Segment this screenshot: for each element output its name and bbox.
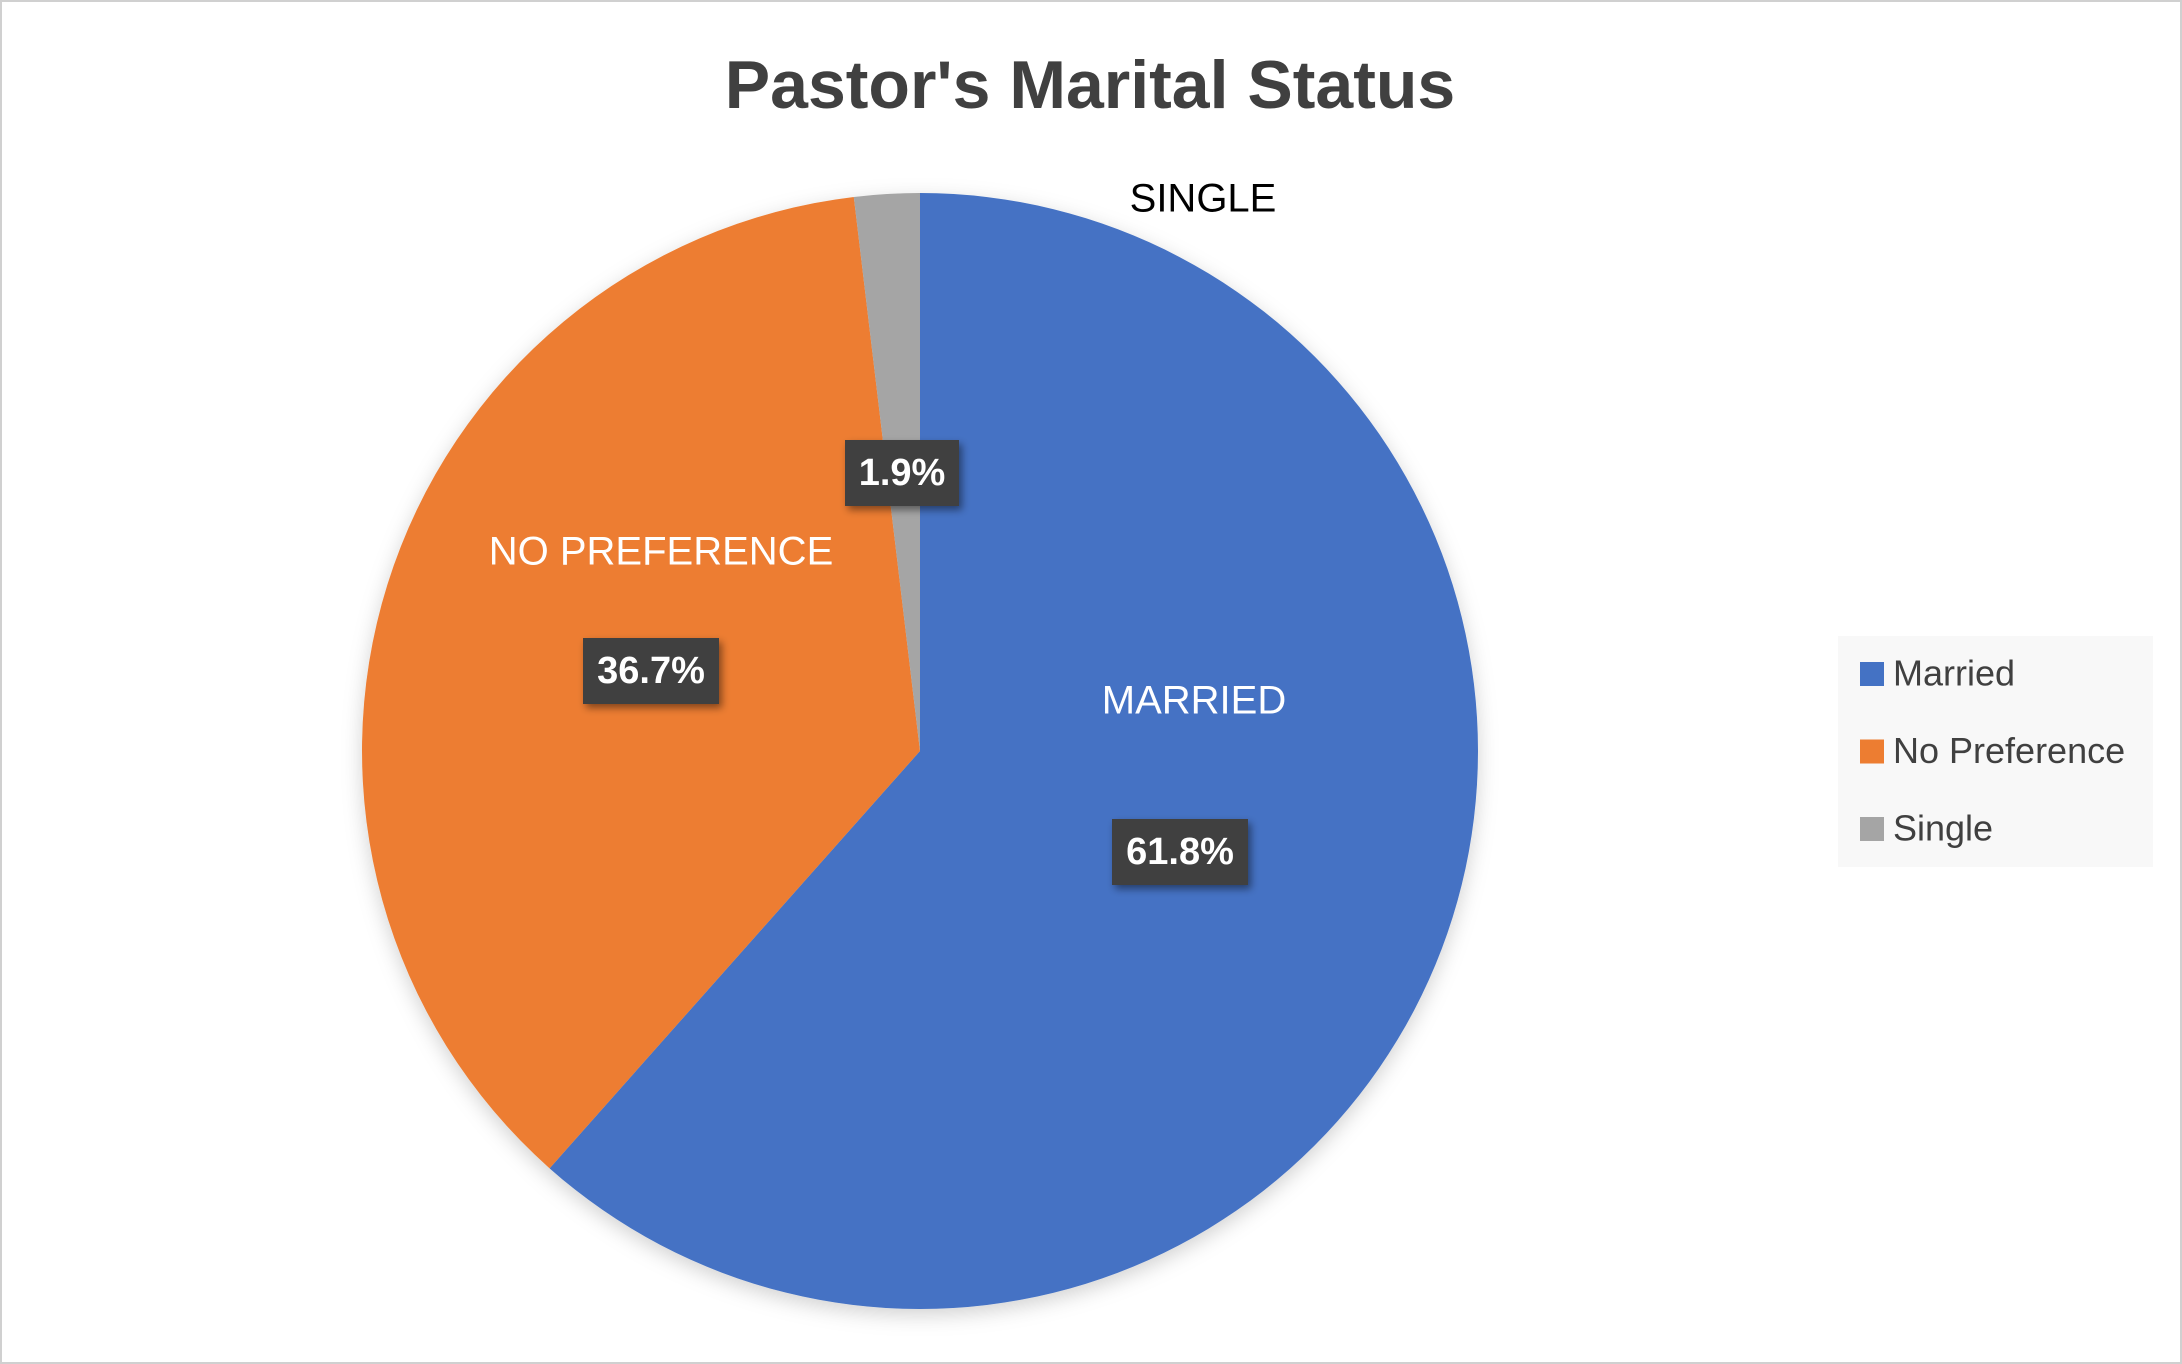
legend-swatch <box>1860 662 1884 686</box>
value-label: 1.9% <box>859 452 946 494</box>
legend-swatch <box>1860 739 1884 764</box>
pie <box>362 193 1479 1310</box>
legend-label: Married <box>1893 653 2015 694</box>
chart-title: Pastor's Marital Status <box>725 47 1455 123</box>
legend-label: Single <box>1893 808 1993 849</box>
value-label-box <box>845 440 959 506</box>
value-label: 36.7% <box>597 650 705 692</box>
value-label-box <box>1112 819 1248 885</box>
value-label: 61.8% <box>1126 831 1234 873</box>
category-label: NO PREFERENCE <box>489 530 834 574</box>
category-label: MARRIED <box>1102 679 1286 723</box>
value-label-box <box>583 638 719 704</box>
legend-swatch <box>1860 817 1884 841</box>
legend-label: No Preference <box>1893 730 2125 771</box>
category-label: SINGLE <box>1130 177 1277 221</box>
pie-slice <box>549 193 1479 1310</box>
legend-box <box>1838 636 2153 867</box>
